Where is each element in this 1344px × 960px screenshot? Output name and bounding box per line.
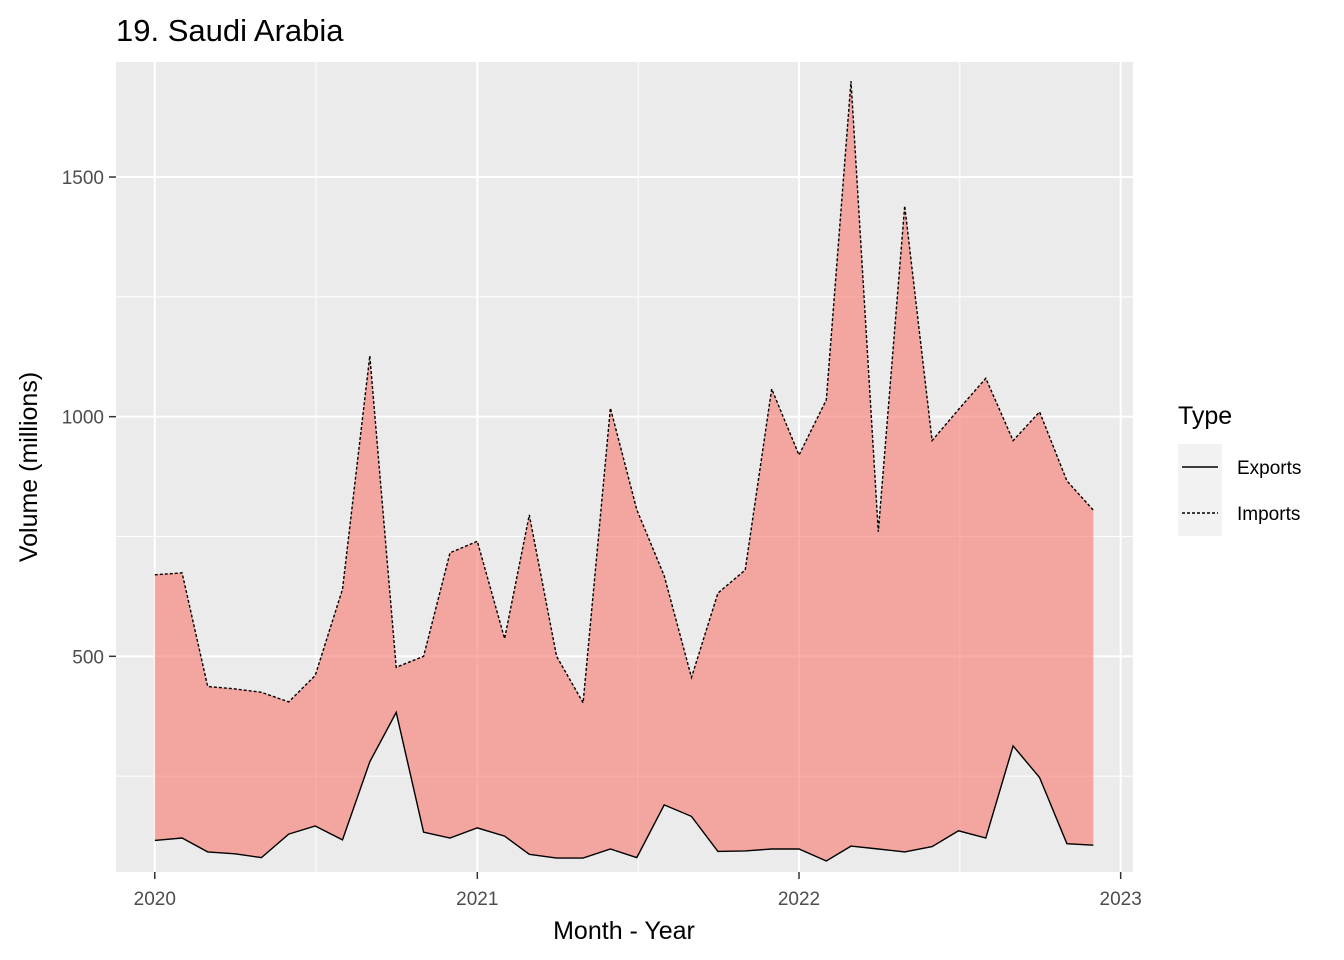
y-tick-label: 500 (72, 647, 104, 668)
y-axis-title: Volume (millions) (15, 372, 43, 562)
x-tick-label: 2023 (1100, 889, 1142, 910)
x-axis-title: Month - Year (553, 917, 695, 945)
y-axis: 500 1000 1500 (62, 168, 116, 668)
legend-label-imports: Imports (1237, 504, 1300, 525)
y-tick-label: 1500 (62, 168, 104, 189)
series-lines (154, 81, 1094, 862)
legend-title: Type (1178, 402, 1232, 430)
x-tick-label: 2020 (134, 889, 176, 910)
legend: Type Exports Imports (1178, 402, 1301, 536)
series-line-imports (154, 81, 1094, 706)
x-tick-label: 2022 (778, 889, 820, 910)
series-line-exports (154, 710, 1094, 862)
x-tick-label: 2021 (456, 889, 498, 910)
ribbon-area (154, 81, 1094, 861)
chart-title: 19. Saudi Arabia (116, 13, 344, 48)
y-tick-label: 1000 (62, 408, 104, 429)
x-axis: 2020 2021 2022 2023 (134, 872, 1142, 910)
legend-label-exports: Exports (1237, 458, 1301, 479)
